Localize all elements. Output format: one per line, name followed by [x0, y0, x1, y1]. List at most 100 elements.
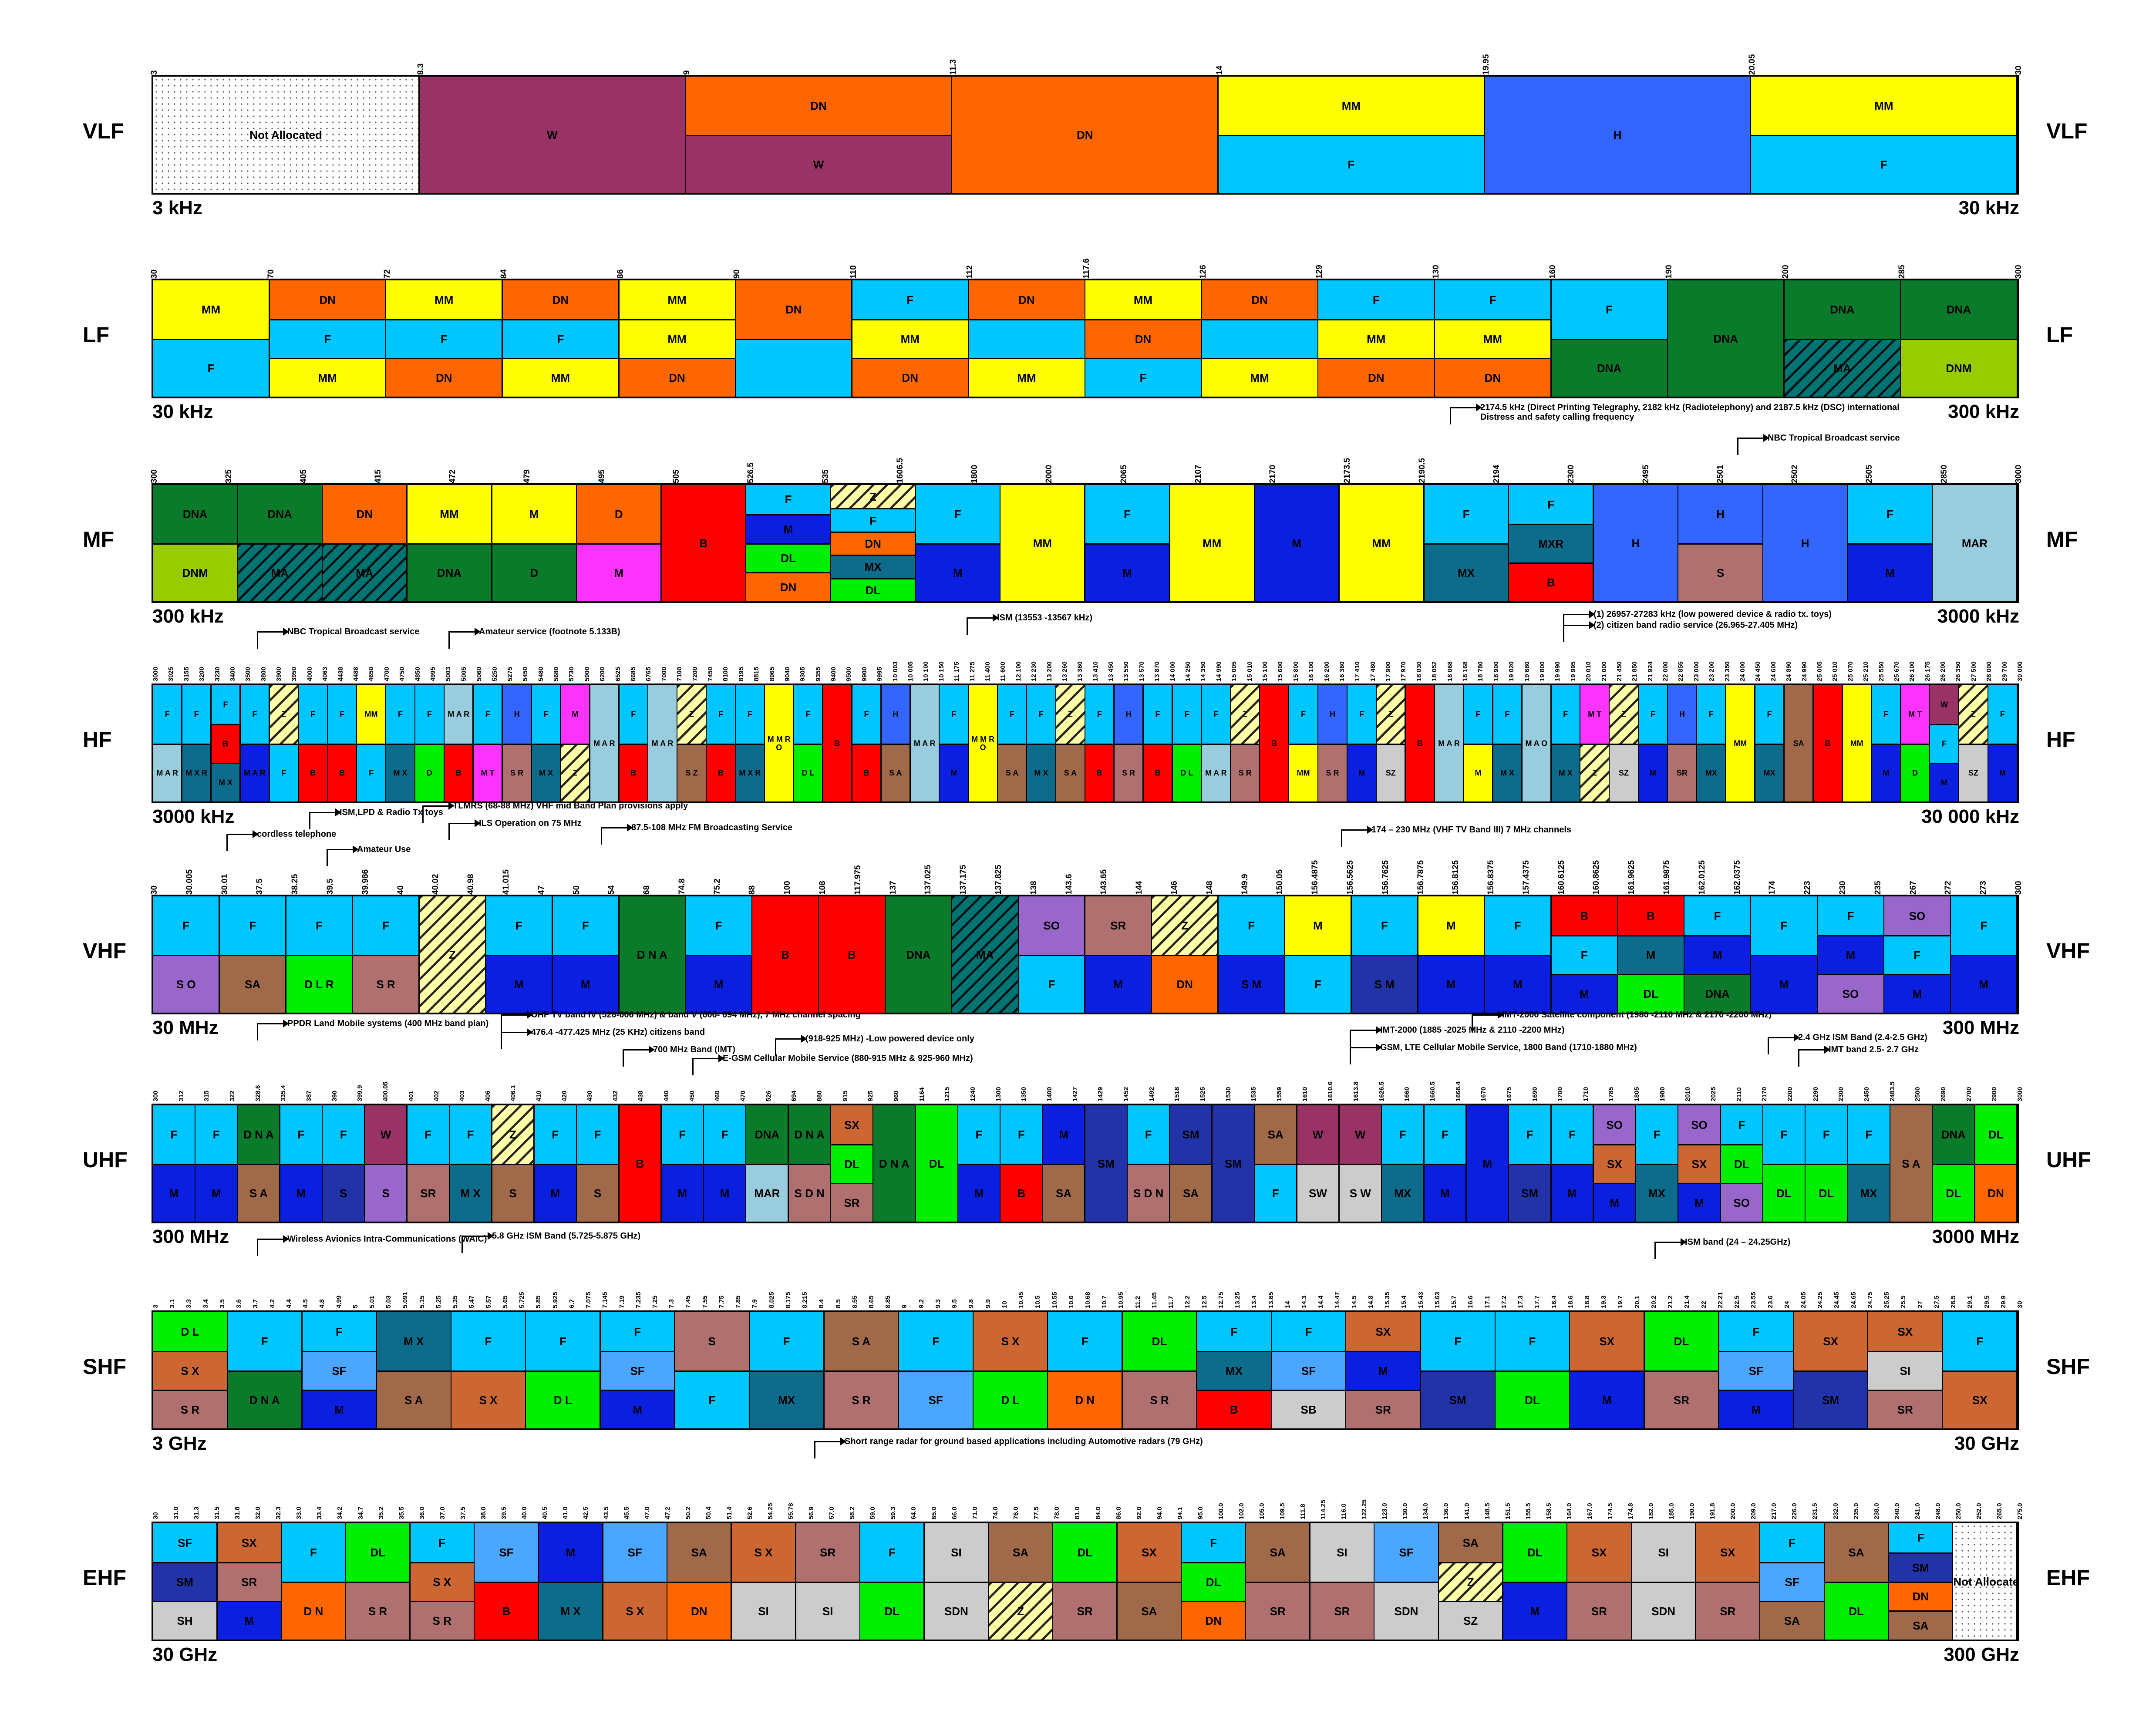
allocation-segment: SM — [1212, 1105, 1255, 1222]
service-code-label: F — [631, 710, 636, 719]
service-cell: F — [958, 1105, 1000, 1164]
service-code-label: SA — [1784, 1614, 1800, 1627]
service-code-label: M X R — [185, 768, 208, 778]
frequency-tick-label: 21.4 — [1683, 1295, 1691, 1308]
service-code-label: F — [1847, 909, 1854, 923]
frequency-tick-label: 3230 — [213, 667, 221, 681]
service-code-label: DN — [1912, 1590, 1929, 1603]
service-cell: S X — [603, 1581, 667, 1640]
service-cell: S R — [1318, 743, 1347, 801]
frequency-tick-label: 273 — [1979, 881, 1988, 895]
service-code-label: F — [747, 710, 752, 719]
service-code-label: SF — [627, 1546, 642, 1559]
service-code-label: F — [249, 919, 256, 932]
service-cell: SI — [1310, 1523, 1374, 1582]
frequency-tick-label: 32.3 — [275, 1506, 283, 1519]
frequency-tick-label: 5060 — [475, 667, 483, 681]
allocation-strip: Not Allocated W DN W DN MM F H MM F — [152, 75, 2019, 195]
service-cell: F — [526, 1312, 600, 1370]
service-cell: S R — [410, 1601, 474, 1640]
service-cell: F — [1848, 1105, 1890, 1164]
service-cell: F — [704, 1105, 745, 1164]
annotation-note: TLMRS (68-88 MHz) VHF mid Band Plan prov… — [453, 801, 688, 811]
allocation-segment: SA F — [1255, 1105, 1298, 1222]
frequency-tick-label: 40 — [396, 885, 405, 895]
service-code-label: DN — [785, 303, 802, 316]
allocation-segment: SR SI — [796, 1523, 861, 1640]
service-cell: S Z — [677, 743, 706, 801]
frequency-tick-label: 3025 — [167, 667, 175, 681]
frequency-tick-label: 37.5 — [255, 879, 265, 895]
frequency-tick-label: 13 260 — [1061, 661, 1068, 681]
service-cell: F — [153, 1105, 195, 1164]
frequency-tick-label: 2501 — [1715, 465, 1725, 483]
frequency-tick-label: 13 870 — [1153, 661, 1161, 681]
service-code-label: D N A — [794, 1128, 825, 1141]
frequency-tick-label: 9.3 — [934, 1299, 942, 1308]
service-cell: H — [1114, 685, 1143, 744]
service-code-label: D N A — [879, 1157, 910, 1170]
service-code-label: B — [1825, 739, 1831, 748]
allocation-segment: F SA — [219, 896, 287, 1013]
frequency-tick-label: 12.2 — [1184, 1295, 1192, 1308]
service-cell: SX — [1570, 1312, 1644, 1370]
service-code-label: MM — [1297, 768, 1310, 778]
service-cell: SZ — [1377, 743, 1405, 801]
service-code-label: F — [708, 1393, 716, 1407]
frequency-tick-label: 2065 — [1119, 465, 1129, 483]
frequency-tick-label: 8.4 — [818, 1299, 825, 1308]
band-end-frequency: 3000 MHz — [1932, 1226, 2019, 1247]
service-cell: SO — [1593, 1105, 1635, 1144]
service-code-label: MM — [1734, 739, 1747, 748]
service-code-label: Z — [869, 490, 877, 503]
service-code-label: F — [165, 710, 170, 719]
service-code-label: DNM — [182, 566, 208, 579]
frequency-tick-label: 14 350 — [1199, 661, 1207, 681]
service-code-label: M — [1475, 768, 1482, 778]
service-cell: F — [219, 896, 286, 955]
service-cell: DL — [346, 1523, 410, 1582]
service-code-label: SF — [499, 1546, 514, 1559]
service-code-label: Z — [448, 948, 456, 961]
frequency-tick-label: 17 480 — [1369, 661, 1377, 681]
service-code-label: D — [426, 768, 432, 778]
service-code-label: F — [1505, 710, 1510, 719]
service-cell: F — [1048, 1312, 1122, 1370]
service-code-label: M X — [219, 778, 233, 787]
service-code-label: H — [1125, 710, 1132, 719]
service-cell: MM — [969, 358, 1085, 397]
service-code-label: M — [1358, 768, 1365, 778]
service-cell: DNA — [1933, 1105, 1974, 1164]
service-code-label: F — [1038, 710, 1044, 719]
frequency-tick-label: 5003 — [445, 667, 452, 681]
service-code-label: B — [310, 768, 316, 778]
annotation-note: NBC Tropical Broadcast service — [1768, 433, 1900, 443]
service-cell: DN — [619, 358, 735, 397]
service-code-label: SO — [1043, 919, 1060, 932]
service-code-label: M — [244, 1614, 254, 1627]
frequency-tick-label: 285 — [1897, 265, 1907, 279]
service-code-label: SM — [1097, 1157, 1115, 1170]
frequency-tick-label: 25 670 — [1893, 661, 1900, 681]
frequency-tick-label: 191.8 — [1709, 1503, 1717, 1519]
allocation-segment: DNA MA — [238, 485, 323, 601]
service-code-label: SZ — [1385, 768, 1396, 778]
frequency-tick-label: 25.5 — [1900, 1295, 1907, 1308]
allocation-segment: SX M — [1570, 1312, 1645, 1428]
frequency-tick-label: 24 890 — [1785, 661, 1793, 681]
service-code-label: M — [953, 566, 963, 579]
service-code-label: SF — [928, 1393, 943, 1407]
service-code-label: MM — [667, 333, 687, 346]
service-code-label: SX — [241, 1536, 257, 1549]
service-code-label: SR — [1375, 1403, 1391, 1416]
service-code-label: S M — [1374, 977, 1395, 991]
service-cell: F — [1755, 685, 1784, 744]
service-code-label: DL — [1525, 1393, 1540, 1407]
